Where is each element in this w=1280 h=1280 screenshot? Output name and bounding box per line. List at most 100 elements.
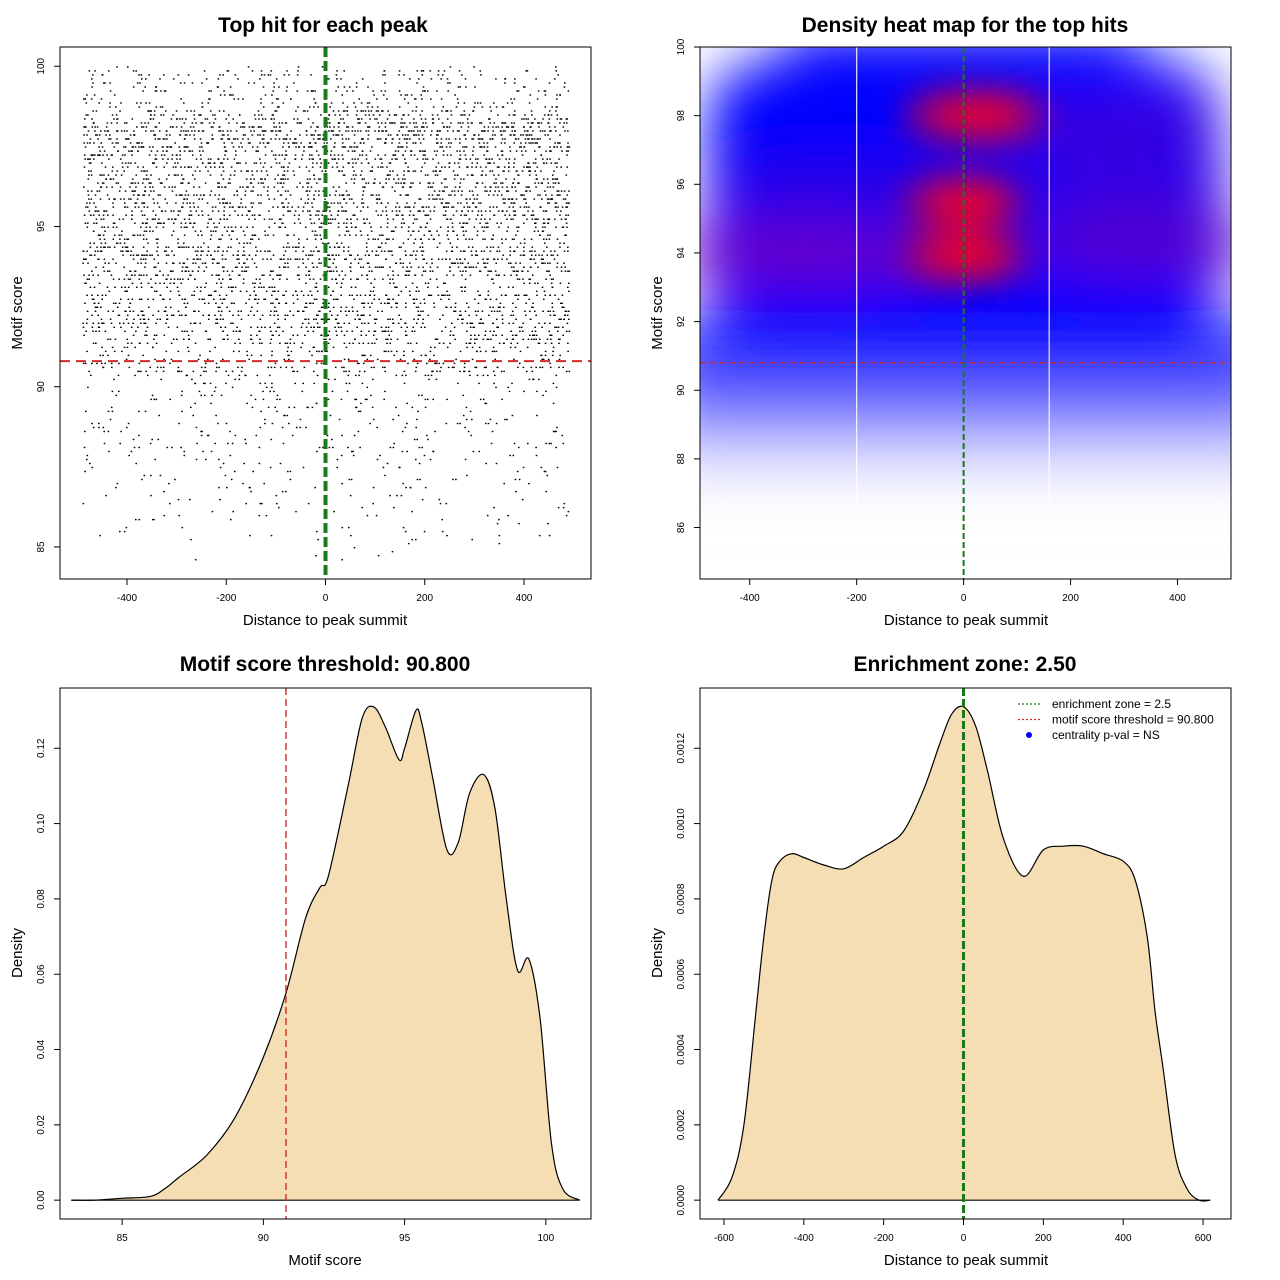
scatter-point	[490, 270, 492, 272]
scatter-point	[336, 334, 338, 336]
scatter-point	[125, 122, 128, 124]
scatter-point	[511, 382, 513, 385]
scatter-point	[318, 250, 320, 252]
scatter-point	[495, 462, 498, 465]
scatter-point	[268, 226, 271, 228]
scatter-point	[494, 358, 496, 361]
scatter-point	[492, 194, 495, 196]
scatter-point	[495, 262, 497, 264]
scatter-point	[376, 202, 378, 204]
scatter-point	[479, 122, 481, 124]
scatter-point	[422, 266, 424, 268]
scatter-point	[353, 142, 356, 144]
scatter-point	[99, 234, 101, 236]
scatter-point	[529, 258, 531, 260]
scatter-point	[368, 126, 371, 128]
scatter-point	[256, 150, 258, 152]
scatter-point	[284, 250, 287, 252]
scatter-point	[560, 210, 562, 212]
scatter-point	[545, 238, 548, 240]
scatter-point	[370, 194, 372, 196]
scatter-point	[421, 74, 424, 76]
scatter-point	[361, 138, 364, 140]
scatter-point	[325, 338, 327, 340]
scatter-point	[501, 126, 503, 128]
scatter-point	[191, 122, 194, 124]
scatter-point	[396, 494, 398, 497]
scatter-point	[559, 242, 561, 244]
scatter-point	[169, 126, 172, 128]
scatter-point	[387, 274, 389, 276]
scatter-point	[135, 202, 138, 204]
scatter-point	[433, 150, 436, 152]
scatter-point	[424, 270, 427, 272]
scatter-point	[201, 122, 204, 124]
scatter-point	[541, 198, 543, 200]
scatter-point	[230, 166, 233, 168]
scatter-point	[123, 238, 126, 240]
scatter-point	[510, 262, 512, 264]
scatter-point	[101, 362, 103, 365]
scatter-point	[154, 358, 156, 361]
scatter-point	[335, 298, 337, 300]
scatter-point	[97, 210, 100, 212]
scatter-point	[164, 198, 167, 200]
scatter-point	[120, 174, 123, 176]
scatter-point	[462, 414, 465, 417]
scatter-point	[356, 206, 358, 208]
scatter-point	[86, 318, 89, 320]
scatter-point	[100, 242, 103, 244]
scatter-point	[200, 286, 202, 288]
scatter-point	[255, 266, 258, 268]
scatter-point	[513, 162, 515, 164]
scatter-point	[547, 218, 550, 220]
scatter-point	[306, 110, 309, 112]
scatter-point	[466, 222, 469, 224]
scatter-point	[318, 194, 320, 196]
scatter-point	[498, 158, 501, 160]
scatter-point	[340, 286, 342, 288]
scatter-point	[356, 218, 359, 220]
scatter-point	[126, 426, 128, 429]
scatter-point	[189, 150, 191, 152]
scatter-point	[313, 98, 315, 100]
scatter-point	[318, 178, 320, 180]
scatter-point	[105, 210, 108, 212]
scatter-point	[90, 154, 93, 156]
scatter-point	[289, 138, 291, 140]
scatter-point	[98, 146, 100, 148]
scatter-point	[89, 242, 92, 244]
scatter-point	[144, 222, 147, 224]
scatter-point	[332, 186, 335, 188]
scatter-point	[384, 122, 387, 124]
scatter-point	[453, 366, 455, 369]
scatter-point	[489, 298, 492, 300]
scatter-point	[203, 298, 205, 300]
scatter-point	[186, 258, 189, 260]
scatter-point	[363, 218, 365, 220]
scatter-point	[532, 162, 535, 164]
scatter-point	[377, 246, 380, 248]
scatter-point	[341, 134, 343, 136]
scatter-point	[90, 162, 92, 164]
scatter-point	[282, 206, 284, 208]
scatter-point	[237, 98, 240, 100]
scatter-point	[391, 142, 393, 144]
scatter-point	[255, 246, 257, 248]
scatter-point	[318, 258, 320, 260]
scatter-point	[532, 302, 534, 304]
scatter-point	[191, 150, 194, 152]
scatter-point	[415, 98, 417, 100]
scatter-point	[468, 246, 470, 248]
scatter-point	[196, 286, 199, 288]
scatter-point	[459, 310, 462, 312]
scatter-point	[508, 262, 510, 264]
scatter-point	[107, 246, 109, 248]
scatter-point	[296, 274, 299, 276]
scatter-point	[364, 254, 367, 256]
scatter-point	[465, 266, 468, 268]
scatter-point	[478, 322, 481, 324]
scatter-point	[405, 486, 407, 489]
scatter-point	[511, 334, 514, 336]
scatter-point	[390, 250, 393, 252]
